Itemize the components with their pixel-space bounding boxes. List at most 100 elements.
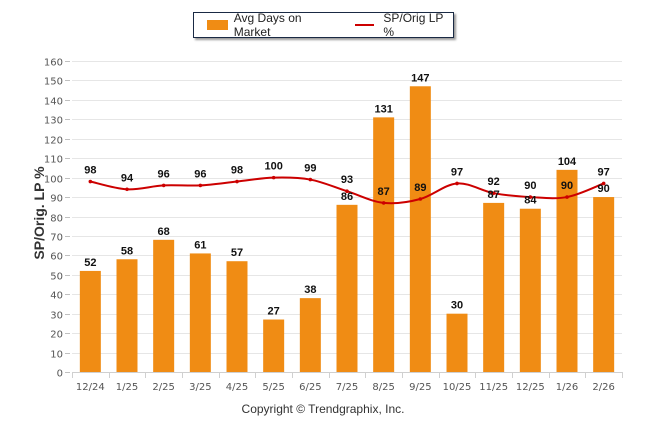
- line-point: [455, 181, 459, 186]
- x-tick-label: 5/25: [262, 382, 284, 393]
- bar-value-label: 84: [524, 195, 537, 207]
- line-point: [271, 175, 276, 180]
- y-tick-label: 0: [57, 369, 63, 380]
- data-labels: 52 58 68 61 57 27 38 86 131 147 30 87 84 104 90 98 94 96 9…: [84, 72, 610, 317]
- y-tick-label: 40: [50, 291, 63, 302]
- x-tick-label: 12/25: [516, 382, 545, 393]
- line-value-label: 96: [158, 168, 170, 180]
- legend-label-bars[interactable]: Avg Days on Market: [233, 11, 302, 39]
- x-tick-label: 11/25: [479, 382, 508, 393]
- bar-value-label: 27: [268, 306, 280, 318]
- bar-value-label: 90: [598, 183, 610, 195]
- legend-line-swatch: [355, 24, 375, 26]
- bar-value-label: 147: [411, 72, 429, 84]
- line-value-label: 94: [121, 172, 134, 184]
- x-tick-label: 4/25: [226, 382, 248, 393]
- line-value-label: 90: [561, 180, 573, 192]
- bar: [446, 313, 468, 372]
- x-tick-label: 10/25: [443, 382, 472, 393]
- line-value-label: 87: [378, 186, 390, 198]
- x-tick-label: 6/25: [299, 382, 321, 393]
- y-axis-ticks: 0 10 20 30 40 50 60 70 80 90 100 110 120 130 140 150 160: [44, 58, 70, 380]
- bar: [79, 270, 101, 372]
- line-value-label: 98: [231, 165, 243, 177]
- y-tick-label: 150: [44, 77, 63, 88]
- line-point: [235, 179, 239, 184]
- line-point: [345, 189, 349, 194]
- line-value-label: 97: [598, 166, 610, 178]
- legend: Avg Days on Market SP/Orig LP %: [193, 11, 454, 39]
- x-axis-ticks: 12/24 1/25 2/25 3/25 4/25 5/25 6/25 7/25 8/25 9/2…: [72, 372, 623, 393]
- line-series: [88, 175, 606, 205]
- legend-label-line[interactable]: SP/Orig LP %: [383, 11, 444, 39]
- bar: [189, 253, 211, 372]
- y-tick-label: 160: [44, 58, 63, 69]
- x-tick-label: 3/25: [189, 382, 211, 393]
- y-tick-label: 70: [50, 233, 63, 244]
- bar: [556, 169, 578, 372]
- y-tick-label: 110: [44, 155, 63, 166]
- bar: [483, 202, 505, 372]
- legend-bar-swatch: [207, 20, 228, 30]
- y-axis-label: SP/Orig. LP %: [31, 166, 47, 260]
- bar-value-label: 87: [488, 189, 500, 201]
- bar: [153, 239, 175, 372]
- bar: [226, 261, 248, 372]
- bar-value-label: 68: [158, 226, 170, 238]
- bar-value-label: 57: [231, 247, 243, 259]
- bar-value-label: 58: [121, 245, 133, 257]
- y-tick-label: 120: [44, 136, 63, 147]
- line-value-label: 89: [414, 182, 426, 194]
- line-value-label: 90: [524, 180, 536, 192]
- y-tick-label: 10: [50, 350, 63, 361]
- y-tick-label: 90: [50, 194, 63, 205]
- x-tick-label: 7/25: [336, 382, 358, 393]
- y-tick-label: 60: [50, 252, 63, 263]
- line-value-label: 100: [264, 161, 282, 173]
- y-tick-label: 100: [44, 175, 63, 186]
- y-tick-label: 30: [50, 311, 63, 322]
- line-value-label: 98: [84, 165, 96, 177]
- bar: [519, 208, 541, 372]
- bar-value-label: 52: [84, 257, 96, 269]
- bar-series: [79, 86, 615, 373]
- line-point: [565, 195, 569, 199]
- bar: [373, 117, 395, 373]
- x-tick-label: 12/24: [76, 382, 105, 393]
- line-point: [161, 183, 166, 188]
- line-value-label: 99: [304, 163, 316, 175]
- x-tick-label: 2/26: [592, 382, 614, 393]
- bar-value-label: 131: [374, 103, 392, 115]
- line-point: [125, 187, 129, 192]
- line-value-label: 92: [488, 176, 500, 188]
- y-tick-label: 50: [50, 272, 63, 283]
- line-point: [381, 201, 386, 205]
- line-point: [88, 179, 93, 184]
- line-value-label: 97: [451, 166, 463, 178]
- y-tick-label: 20: [50, 330, 63, 341]
- line-point: [601, 181, 606, 186]
- line-point: [418, 197, 423, 201]
- bar-value-label: 38: [304, 284, 316, 296]
- line-point: [308, 177, 313, 182]
- x-tick-label: 8/25: [372, 382, 394, 393]
- copyright: Copyright © Trendgraphix, Inc.: [241, 402, 405, 416]
- bar: [409, 86, 431, 373]
- x-tick-label: 1/25: [116, 382, 138, 393]
- bar-value-label: 104: [558, 156, 577, 168]
- y-tick-label: 80: [50, 214, 63, 225]
- bar: [299, 298, 321, 372]
- x-tick-label: 2/25: [152, 382, 174, 393]
- bar-value-label: 61: [194, 239, 206, 251]
- bar-value-label: 30: [451, 300, 463, 312]
- bar-value-label: 86: [341, 191, 353, 203]
- bar: [336, 204, 358, 372]
- bar: [593, 197, 615, 372]
- line-point: [198, 183, 203, 188]
- y-tick-label: 140: [44, 97, 63, 108]
- line-point: [491, 191, 496, 195]
- x-tick-label: 1/26: [556, 382, 578, 393]
- bar: [263, 319, 285, 372]
- line-point: [528, 195, 533, 199]
